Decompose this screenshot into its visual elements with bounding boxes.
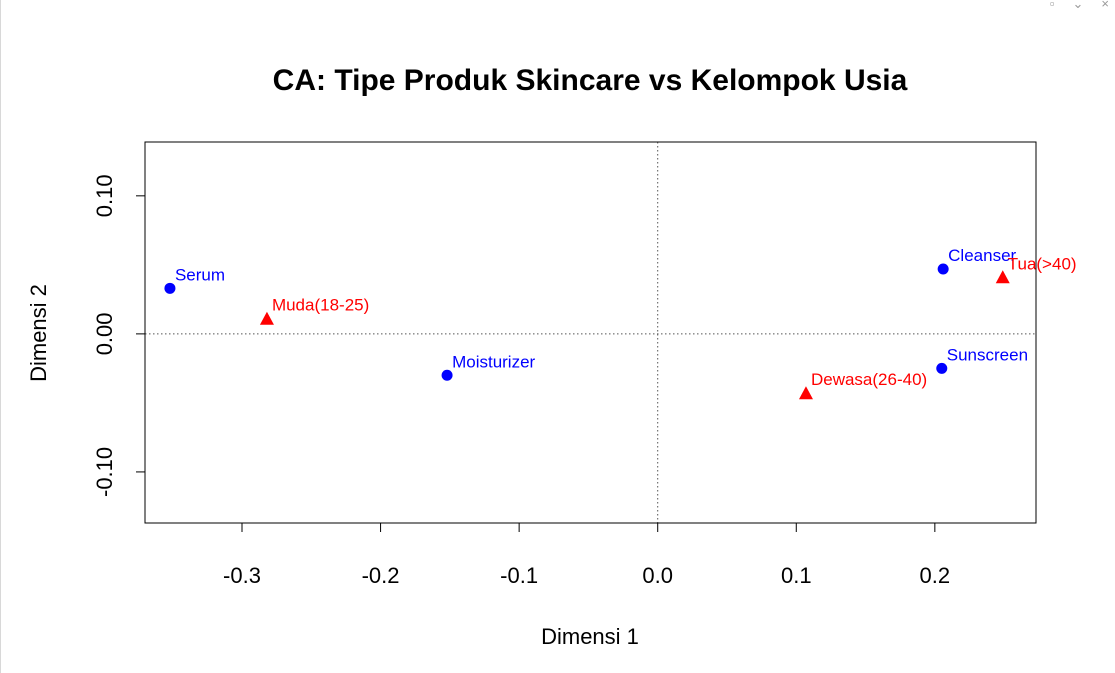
x-tick-label: -0.3 [223, 563, 261, 588]
x-tick-label: 0.0 [642, 563, 673, 588]
point-label: Moisturizer [452, 352, 535, 371]
window-left-border [0, 0, 1, 673]
y-axis: -0.10 0.00 0.10 [92, 174, 146, 497]
close-icon[interactable]: × [1101, 0, 1109, 11]
point-label: Muda(18-25) [272, 296, 369, 315]
point-marker [936, 362, 948, 374]
y-tick-label: -0.10 [92, 447, 117, 497]
point-label: Serum [175, 265, 225, 284]
point-marker [164, 282, 176, 294]
x-tick-label: 0.1 [781, 563, 812, 588]
x-tick-label: 0.2 [920, 563, 951, 588]
y-tick-label: 0.10 [92, 174, 117, 217]
point-label: Sunscreen [947, 345, 1028, 364]
point-marker [259, 311, 274, 325]
data-points: Serum Moisturizer Cleanser Sunscreen Muda(18… [164, 246, 1077, 400]
restore-icon[interactable]: ▫ [1049, 0, 1055, 11]
y-axis-title: Dimensi 2 [26, 284, 51, 382]
point-marker [995, 270, 1010, 284]
point-label: Dewasa(26-40) [811, 370, 927, 389]
x-tick-label: -0.1 [500, 563, 538, 588]
point-marker [937, 263, 949, 275]
plot-frame [144, 141, 1037, 524]
window-controls: ▫ ⌄ × [1050, 0, 1109, 14]
point-marker [798, 386, 813, 400]
point-label: Cleanser [948, 246, 1016, 265]
y-tick-label: 0.00 [92, 312, 117, 355]
x-tick-label: -0.2 [362, 563, 400, 588]
minimize-icon[interactable]: ⌄ [1072, 0, 1084, 11]
point-marker [441, 369, 453, 381]
chart-title: CA: Tipe Produk Skincare vs Kelompok Usi… [273, 64, 908, 97]
point-label: Tua(>40) [1008, 254, 1077, 273]
x-axis: -0.3 -0.2 -0.1 0.0 0.1 0.2 [223, 522, 951, 588]
x-axis-title: Dimensi 1 [541, 624, 639, 649]
